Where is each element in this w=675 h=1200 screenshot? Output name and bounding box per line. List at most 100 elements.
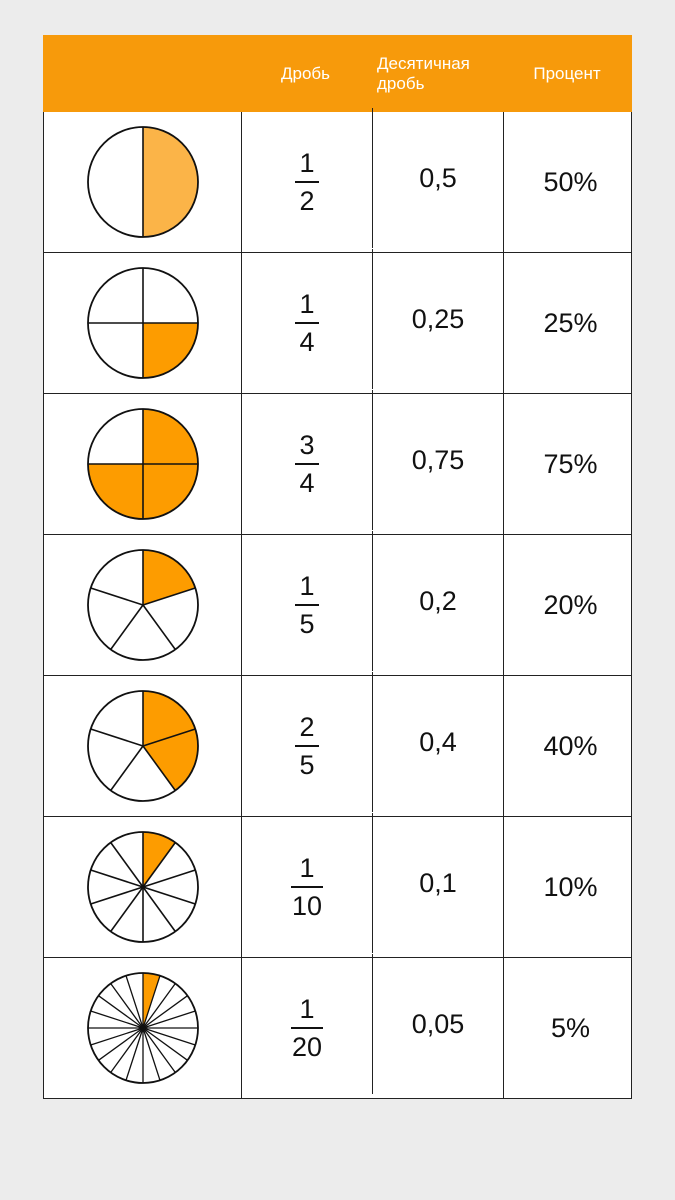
pie-filled-sector <box>143 127 198 237</box>
header-decimal: Десятичная дробь <box>371 54 502 94</box>
three-quarter-pie-icon <box>87 408 199 520</box>
fraction-bar <box>295 463 319 465</box>
pie-divider <box>125 975 144 1029</box>
pie-outline <box>87 972 199 1084</box>
table-row: 1 4 0,25 25% <box>44 249 631 393</box>
pie-divider <box>90 728 144 747</box>
fraction-cell: 1 20 <box>241 958 372 1098</box>
fraction-bar <box>295 322 319 324</box>
pie-divider <box>142 1027 188 1061</box>
decimal-cell: 0,4 <box>372 672 503 812</box>
table-row: 1 10 0,1 10% <box>44 813 631 957</box>
fraction-numerator: 1 <box>299 289 315 319</box>
table-row: 2 5 0,4 40% <box>44 672 631 816</box>
header-fraction: Дробь <box>280 63 331 83</box>
pie-filled-sector <box>143 464 198 519</box>
fraction-denominator: 10 <box>291 891 323 921</box>
decimal-cell: 0,5 <box>372 108 503 248</box>
percent-cell: 25% <box>503 253 631 393</box>
pie-divider <box>142 975 161 1029</box>
fraction-denominator: 20 <box>291 1032 323 1062</box>
decimal-cell: 0,05 <box>372 954 503 1094</box>
fraction-denominator: 2 <box>299 186 315 216</box>
pie-divider <box>142 842 176 888</box>
pie-divider <box>142 886 176 932</box>
fraction-denominator: 4 <box>299 327 315 357</box>
pie-divider <box>142 1010 196 1029</box>
pie-filled-sector <box>143 323 198 378</box>
fraction-numerator: 2 <box>299 712 315 742</box>
fraction-numerator: 3 <box>299 430 315 460</box>
fraction-denominator: 4 <box>299 468 315 498</box>
pie-divider <box>142 1027 196 1046</box>
fractions-table-card: Дробь Десятичная дробь Процент 1 2 0,5 50% 1… <box>43 35 632 1099</box>
pie-divider <box>142 869 196 888</box>
pie-cell <box>44 817 241 957</box>
fraction-numerator: 1 <box>299 571 315 601</box>
pie-divider <box>110 983 144 1029</box>
pie-divider <box>110 1027 144 1073</box>
pie-divider <box>90 1010 144 1029</box>
pie-filled-sector <box>143 832 176 887</box>
pie-filled-sector <box>88 464 143 519</box>
pie-filled-sector <box>143 729 198 791</box>
twentieth-pie-icon <box>87 972 199 1084</box>
pie-divider <box>125 1027 144 1081</box>
table-body: 1 2 0,5 50% 1 4 0,25 25% 3 4 0,75 75% 1 5 0,2 20% 2 5 0,4 4… <box>43 108 632 1099</box>
tenth-pie-icon <box>87 831 199 943</box>
pie-filled-sector <box>143 409 198 464</box>
fifth-pie-icon <box>87 549 199 661</box>
decimal-cell: 0,1 <box>372 813 503 953</box>
pie-divider <box>98 995 144 1029</box>
pie-divider <box>110 604 144 650</box>
pie-outline <box>87 690 199 802</box>
pie-outline <box>87 126 199 238</box>
table-row: 3 4 0,75 75% <box>44 390 631 534</box>
pie-cell <box>44 676 241 816</box>
pie-filled-sector <box>143 691 196 746</box>
fraction-bar <box>295 745 319 747</box>
pie-divider <box>110 745 144 791</box>
pie-divider <box>142 587 196 606</box>
fraction: 1 10 <box>291 853 323 921</box>
fraction-bar <box>295 604 319 606</box>
percent-cell: 40% <box>503 676 631 816</box>
table-row: 1 5 0,2 20% <box>44 531 631 675</box>
fraction: 1 20 <box>291 994 323 1062</box>
decimal-cell: 0,25 <box>372 249 503 389</box>
pie-outline <box>87 267 199 379</box>
pie-divider <box>142 886 196 905</box>
two-fifths-pie-icon <box>87 690 199 802</box>
pie-outline <box>87 549 199 661</box>
percent-cell: 5% <box>503 958 631 1098</box>
pie-divider <box>142 995 188 1029</box>
pie-divider <box>110 842 144 888</box>
table-row: 1 2 0,5 50% <box>44 108 631 252</box>
pie-outline <box>87 831 199 943</box>
fraction-bar <box>295 181 319 183</box>
fraction-cell: 1 10 <box>241 817 372 957</box>
header-percent: Процент <box>533 63 601 83</box>
table-header: Дробь Десятичная дробь Процент <box>43 35 632 112</box>
pie-divider <box>90 587 144 606</box>
pie-outline <box>87 408 199 520</box>
pie-cell <box>44 394 241 534</box>
pie-cell <box>44 253 241 393</box>
pie-divider <box>142 1027 161 1081</box>
pie-cell <box>44 535 241 675</box>
decimal-cell: 0,75 <box>372 390 503 530</box>
pie-divider <box>90 1027 144 1046</box>
quarter-pie-icon <box>87 267 199 379</box>
percent-cell: 50% <box>503 112 631 252</box>
fraction-bar <box>291 886 323 888</box>
fraction-numerator: 1 <box>299 853 315 883</box>
percent-cell: 10% <box>503 817 631 957</box>
pie-divider <box>142 604 176 650</box>
